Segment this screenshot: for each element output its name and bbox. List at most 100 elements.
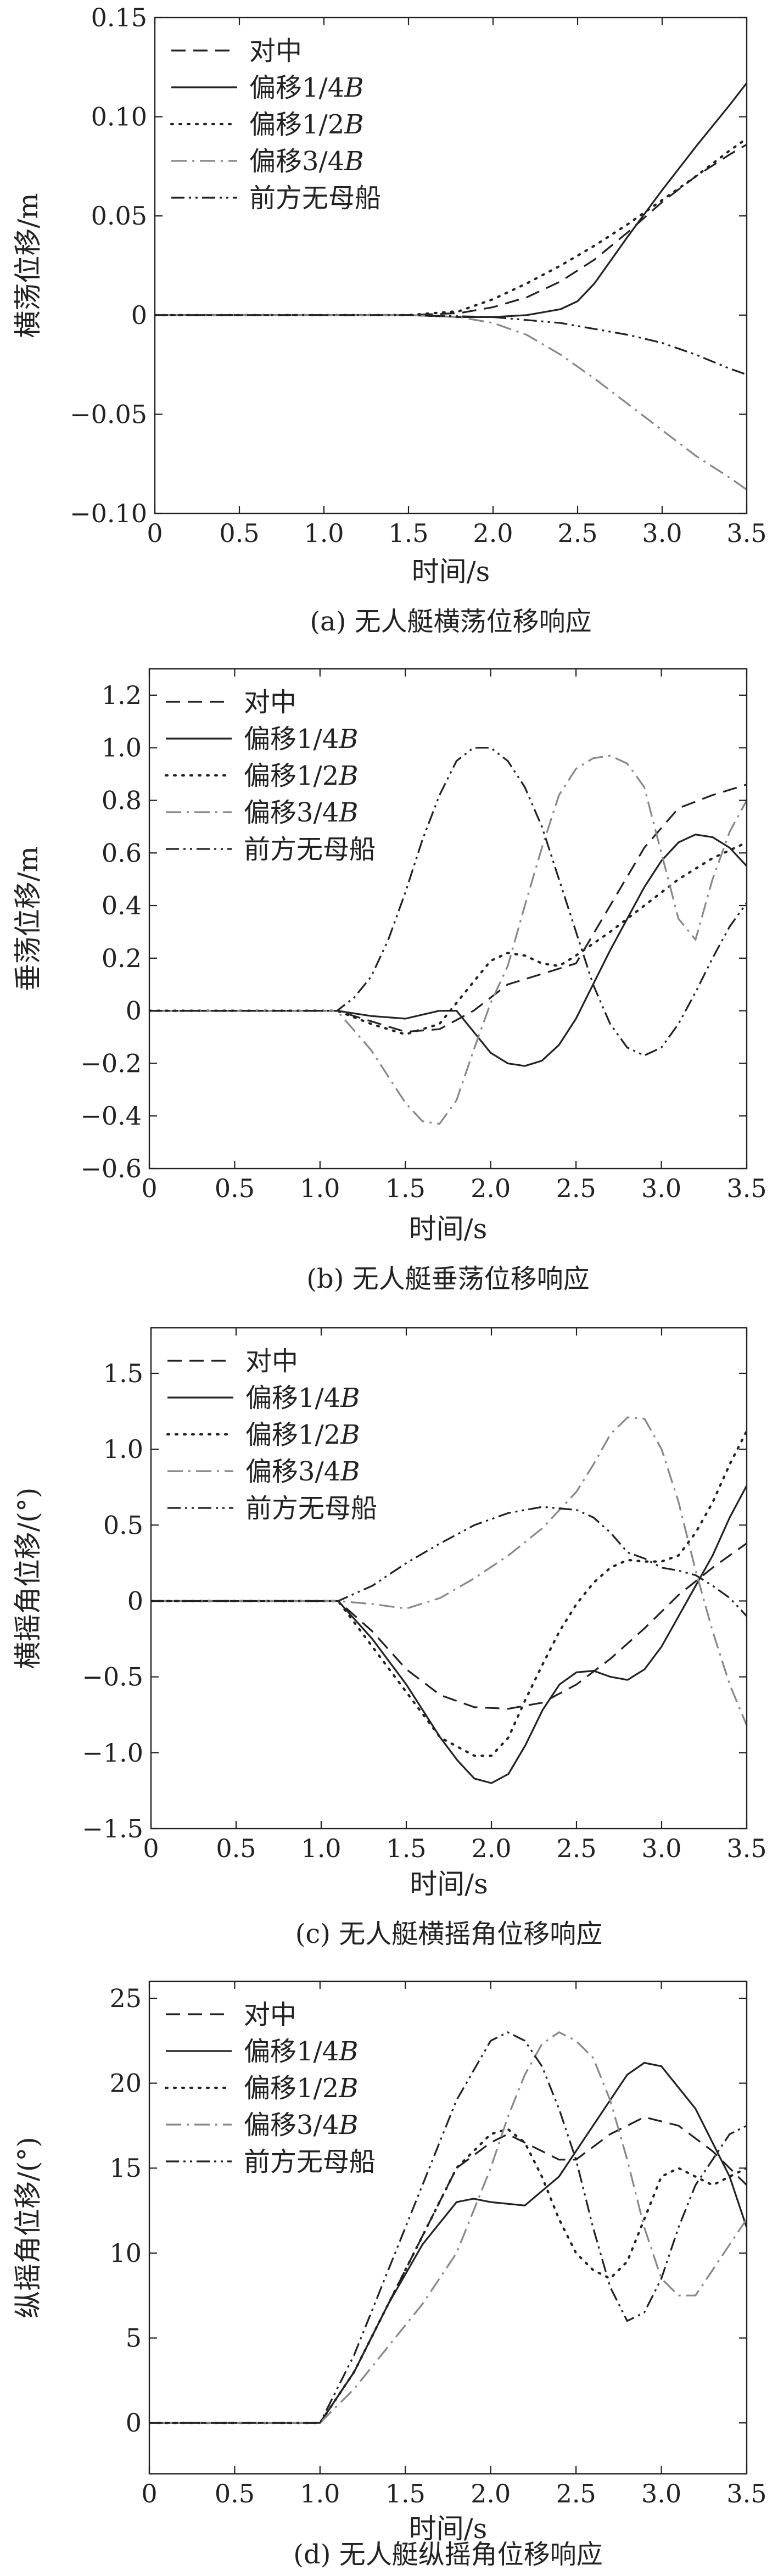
series-line-1 (149, 2061, 747, 2424)
legend-label-suffix: B (338, 2073, 358, 2104)
x-tick-label: 3.5 (726, 1834, 766, 1863)
legend-label-suffix: B (338, 761, 358, 791)
y-tick-label: 1.5 (103, 1359, 143, 1388)
legend-label-suffix: B (338, 2110, 358, 2141)
legend-entry-1: 偏移1/4B (249, 72, 364, 103)
plot-frame (148, 1980, 748, 2475)
chart-caption: (c) 无人艇横摇角位移响应 (295, 1919, 603, 1949)
series-line-2 (149, 841, 747, 1036)
legend-label: 前方无母船 (245, 1493, 377, 1524)
y-tick-label: 0.5 (103, 1510, 143, 1540)
x-tick-label: 3.0 (641, 2479, 681, 2508)
y-tick-label: 0 (126, 996, 142, 1026)
y-tick-label: 0 (131, 300, 147, 330)
y-tick-label: −0.10 (70, 499, 147, 528)
legend-label: 偏移3/4 (249, 146, 344, 177)
legend-entry-3: 偏移3/4B (245, 1456, 360, 1487)
legend-label-suffix: B (338, 797, 358, 828)
legend-label: 偏移1/2 (244, 761, 339, 791)
chart-panel-3: 0 0.5 1.0 1.5 2.0 2.5 3.0 3.5 0 5 10 15 20 25 时间/s 纵摇角位… (12, 1980, 767, 2570)
series-line-4 (149, 2031, 747, 2424)
y-tick-label: 10 (109, 2238, 142, 2268)
series-line-3 (151, 1416, 747, 1726)
x-tick-label: 0.5 (215, 2479, 255, 2508)
series-line-2 (155, 137, 747, 316)
legend-entry-0: 对中 (249, 36, 302, 66)
series-line-4 (151, 1506, 747, 1617)
y-tick-label: 0.05 (91, 201, 147, 231)
y-tick-label: 15 (109, 2153, 142, 2183)
x-tick-label: 0.5 (216, 1834, 256, 1863)
x-tick-label: 3.5 (726, 1174, 766, 1203)
x-tick-label: 2.5 (556, 1174, 596, 1203)
plot-frame (148, 668, 748, 1170)
y-tick-label: 20 (109, 2069, 142, 2098)
legend-label: 对中 (244, 687, 296, 718)
x-tick-label: 2.5 (556, 1834, 596, 1863)
x-tick-label: 2.0 (471, 2479, 511, 2508)
y-tick-label: −0.6 (80, 1154, 142, 1183)
x-tick-label: 2.0 (473, 518, 513, 548)
chart-panel-1: 0 0.5 1.0 1.5 2.0 2.5 3.0 3.5 −0.6 −0.4 −0.2 0 0.2 0.… (12, 668, 767, 1294)
y-tick-label: 0.4 (102, 891, 142, 920)
legend-entry-2: 偏移1/2B (249, 109, 364, 140)
x-tick-label: 3.5 (726, 2479, 766, 2508)
series-line-0 (151, 1543, 747, 1710)
series-line-4 (155, 314, 747, 376)
y-tick-label: 0 (127, 1586, 143, 1616)
series-line-2 (151, 1429, 747, 1757)
legend-entry-3: 偏移3/4B (244, 797, 359, 828)
x-axis-label: 时间/s (412, 556, 490, 588)
legend-label: 偏移1/4 (249, 72, 344, 103)
legend-entry-0: 对中 (244, 687, 296, 718)
legend-entry-2: 偏移1/2B (244, 761, 359, 791)
x-tick-label: 1.0 (301, 1834, 341, 1863)
legend-entry-1: 偏移1/4B (244, 724, 359, 755)
legend-entry-0: 对中 (245, 1346, 298, 1377)
series-line-1 (149, 834, 747, 1067)
legend-entry-4: 前方无母船 (244, 2147, 376, 2177)
x-tick-label: 1.0 (300, 1174, 340, 1203)
legend-label: 偏移1/4 (245, 1383, 340, 1413)
legend-entry-4: 前方无母船 (245, 1493, 377, 1524)
legend-label: 偏移3/4 (245, 1456, 340, 1487)
chart-caption: (d) 无人艇纵摇角位移响应 (293, 2539, 602, 2570)
legend-label-suffix: B (344, 109, 363, 140)
x-axis-label: 时间/s (410, 1868, 488, 1900)
x-tick-label: 3.0 (642, 518, 682, 548)
series-line-4 (149, 747, 747, 1057)
x-tick-label: 0 (147, 518, 163, 548)
series-line-1 (155, 82, 747, 318)
y-axis-label: 横摇角位移/(°) (12, 1488, 44, 1669)
x-tick-label: 0 (143, 1834, 159, 1863)
legend-entry-2: 偏移1/2B (244, 2073, 359, 2104)
x-tick-label: 0.5 (215, 1174, 255, 1203)
legend-entry-3: 偏移3/4B (249, 146, 364, 177)
legend-label-suffix: B (344, 72, 363, 103)
legend-entry-1: 偏移1/4B (245, 1383, 360, 1413)
y-tick-label: 0.2 (102, 943, 142, 973)
legend-label: 前方无母船 (244, 2147, 376, 2177)
x-axis-label: 时间/s (409, 2513, 488, 2545)
legend-label: 前方无母船 (249, 183, 381, 214)
y-tick-label: 0 (126, 2408, 142, 2438)
y-tick-label: 1.0 (103, 1434, 143, 1464)
legend-label: 偏移3/4 (244, 2110, 339, 2141)
series-line-2 (149, 2128, 747, 2424)
chart-panel-2: 0 0.5 1.0 1.5 2.0 2.5 3.0 3.5 −1.5 −1.0 −0.5 0 0.5 1.… (12, 1327, 767, 1949)
legend-label: 偏移1/4 (244, 2036, 339, 2067)
series-line-1 (151, 1485, 747, 1784)
x-tick-label: 1.5 (386, 1834, 426, 1863)
legend-label: 对中 (249, 36, 302, 66)
legend-entry-4: 前方无母船 (249, 183, 381, 214)
series-line-0 (149, 784, 747, 1033)
y-axis-label: 垂荡位移/m (12, 846, 44, 991)
legend-label: 偏移1/2 (249, 109, 344, 140)
y-tick-label: 5 (126, 2323, 142, 2353)
